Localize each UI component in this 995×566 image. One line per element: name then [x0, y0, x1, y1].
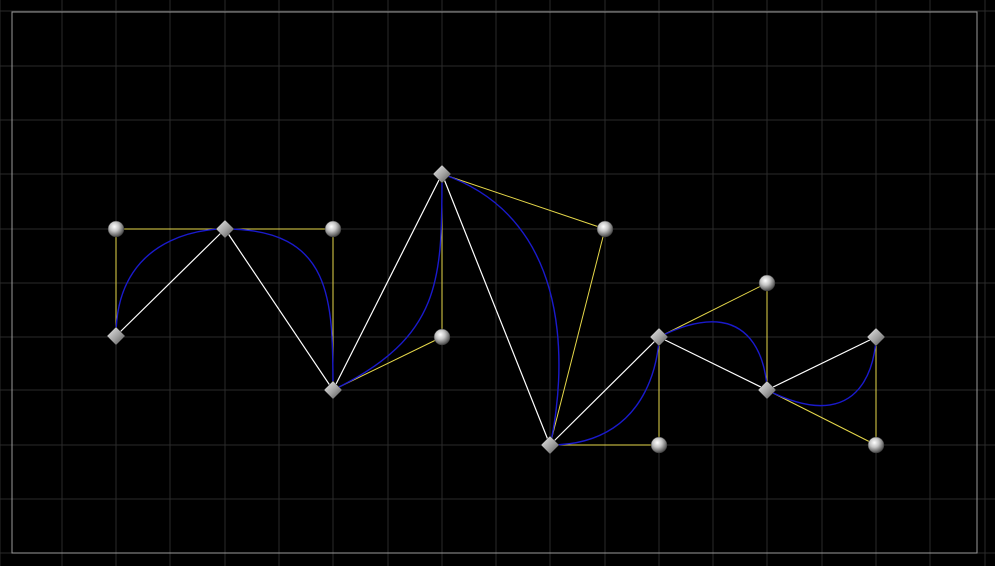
handle-line	[658, 282, 768, 338]
diamond-anchor-icon[interactable]	[323, 380, 343, 400]
anchor-chord-lines	[115, 173, 877, 446]
sphere-control-icon[interactable]	[596, 220, 614, 238]
chord-line	[332, 173, 443, 391]
sphere-control-icon[interactable]	[650, 436, 668, 454]
sphere-control-icon[interactable]	[324, 220, 342, 238]
sphere-control-icon[interactable]	[107, 220, 125, 238]
sphere-control-icon[interactable]	[867, 436, 885, 454]
chord-line	[441, 173, 551, 446]
diamond-anchor-icon[interactable]	[649, 327, 669, 347]
bezier-curve-segment	[441, 173, 560, 446]
bezier-curve-segment	[224, 228, 334, 391]
diamond-anchor-icon[interactable]	[106, 326, 126, 346]
handle-line	[441, 173, 606, 230]
chord-line	[658, 336, 768, 391]
bezier-curve-segment	[332, 173, 443, 391]
control-handle-lines	[115, 173, 877, 446]
chord-line	[766, 336, 877, 391]
diamond-anchor-icon[interactable]	[432, 164, 452, 184]
chord-line	[115, 228, 226, 337]
handle-line	[766, 389, 877, 446]
sphere-control-icon[interactable]	[433, 328, 451, 346]
chord-line	[549, 336, 660, 446]
diamond-anchor-icon[interactable]	[540, 435, 560, 455]
diamond-anchor-icon[interactable]	[215, 219, 235, 239]
sphere-control-icon[interactable]	[758, 274, 776, 292]
handle-line	[549, 228, 606, 446]
viewport-border	[11, 11, 978, 554]
control-points[interactable]	[107, 220, 885, 454]
chord-line	[224, 228, 334, 391]
diamond-anchor-icon[interactable]	[866, 327, 886, 347]
anchor-points[interactable]	[106, 164, 886, 455]
diamond-anchor-icon[interactable]	[757, 380, 777, 400]
